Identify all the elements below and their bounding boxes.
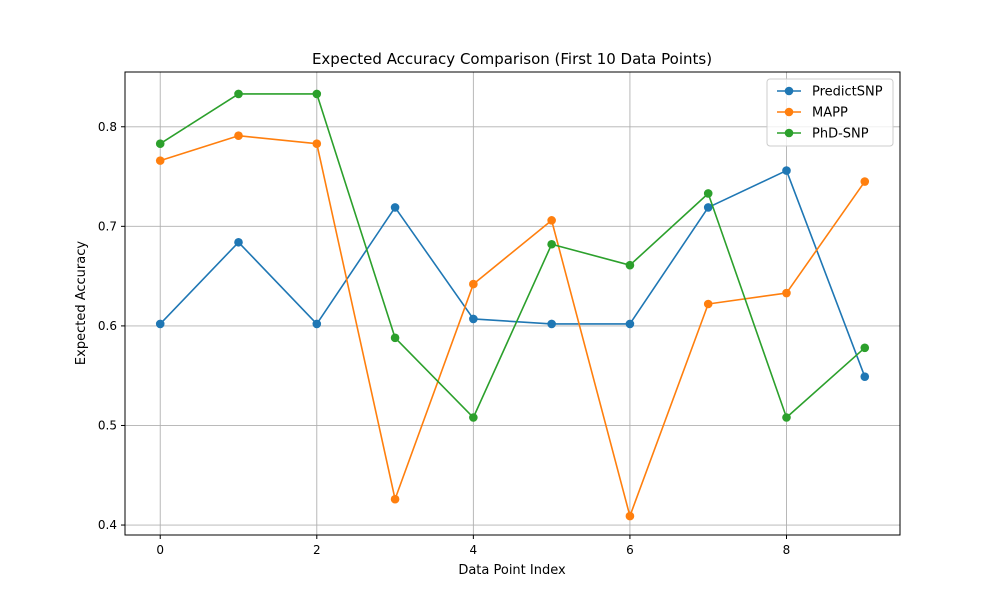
y-tick-label: 0.6 <box>98 319 117 333</box>
data-point-mapp <box>469 279 478 289</box>
data-point-predictsnp <box>703 203 713 212</box>
data-point-predictsnp <box>469 314 478 324</box>
data-point-phd-snp <box>703 189 713 198</box>
legend-label: PhD-SNP <box>812 127 869 142</box>
data-point-mapp <box>547 216 556 225</box>
plot-frame <box>124 71 901 536</box>
y-tick-label: 0.7 <box>98 219 117 233</box>
data-point-phd-snp <box>469 413 478 422</box>
legend-marker <box>784 128 794 138</box>
x-tick-label: 8 <box>783 543 791 557</box>
data-point-predictsnp <box>234 237 243 247</box>
x-tick-label: 2 <box>313 543 321 557</box>
legend-marker <box>784 107 794 117</box>
series-layer <box>155 89 870 521</box>
x-tick-label: 6 <box>626 543 634 557</box>
data-point-mapp <box>312 139 322 148</box>
data-point-predictsnp <box>155 319 165 329</box>
series-line-mapp <box>159 134 866 517</box>
y-tick-label: 0.5 <box>98 418 117 432</box>
y-tick-label: 0.4 <box>98 518 117 532</box>
data-point-phd-snp <box>547 239 556 249</box>
y-ticks: 0.4 0.5 0.6 0.7 0.8 <box>98 120 125 532</box>
data-point-mapp <box>703 299 713 309</box>
legend: PredictSNP MAPP PhD-SNP <box>766 78 894 147</box>
legend-box <box>766 78 894 147</box>
series-predictsnp <box>155 166 870 381</box>
data-point-phd-snp <box>155 139 165 148</box>
data-point-phd-snp <box>782 413 791 422</box>
data-point-predictsnp <box>625 319 635 329</box>
x-tick-label: 0 <box>156 543 164 557</box>
data-point-phd-snp <box>312 89 322 99</box>
legend-label: MAPP <box>812 106 848 121</box>
series-line-predictsnp <box>159 169 866 377</box>
data-point-phd-snp <box>860 343 870 353</box>
legend-item-mapp: MAPP <box>777 106 848 121</box>
data-point-mapp <box>390 494 400 504</box>
legend-label: PredictSNP <box>812 85 883 100</box>
legend-item-predictsnp: PredictSNP <box>777 85 883 100</box>
series-mapp <box>155 131 870 521</box>
x-ticks: 0 2 4 6 8 <box>156 535 790 557</box>
data-point-mapp <box>860 177 870 186</box>
series-line-phd-snp <box>159 93 866 419</box>
chart-title: Expected Accuracy Comparison (First 10 D… <box>312 50 712 68</box>
data-point-predictsnp <box>312 319 322 329</box>
series-phd-snp <box>155 89 870 422</box>
data-point-phd-snp <box>625 260 635 270</box>
y-tick-label: 0.8 <box>98 120 117 134</box>
x-tick-label: 4 <box>470 543 478 557</box>
data-point-phd-snp <box>390 333 400 343</box>
data-point-predictsnp <box>860 372 870 381</box>
data-point-mapp <box>782 288 791 298</box>
data-point-mapp <box>155 156 165 165</box>
data-point-predictsnp <box>547 319 556 329</box>
data-point-phd-snp <box>234 89 243 99</box>
data-point-mapp <box>625 511 635 521</box>
data-point-predictsnp <box>390 203 400 212</box>
data-point-mapp <box>234 131 243 141</box>
data-point-predictsnp <box>782 166 791 175</box>
x-axis-label: Data Point Index <box>458 563 566 578</box>
y-axis-label: Expected Accuracy <box>74 241 89 365</box>
legend-marker <box>784 86 794 96</box>
legend-item-phd-snp: PhD-SNP <box>777 127 869 142</box>
